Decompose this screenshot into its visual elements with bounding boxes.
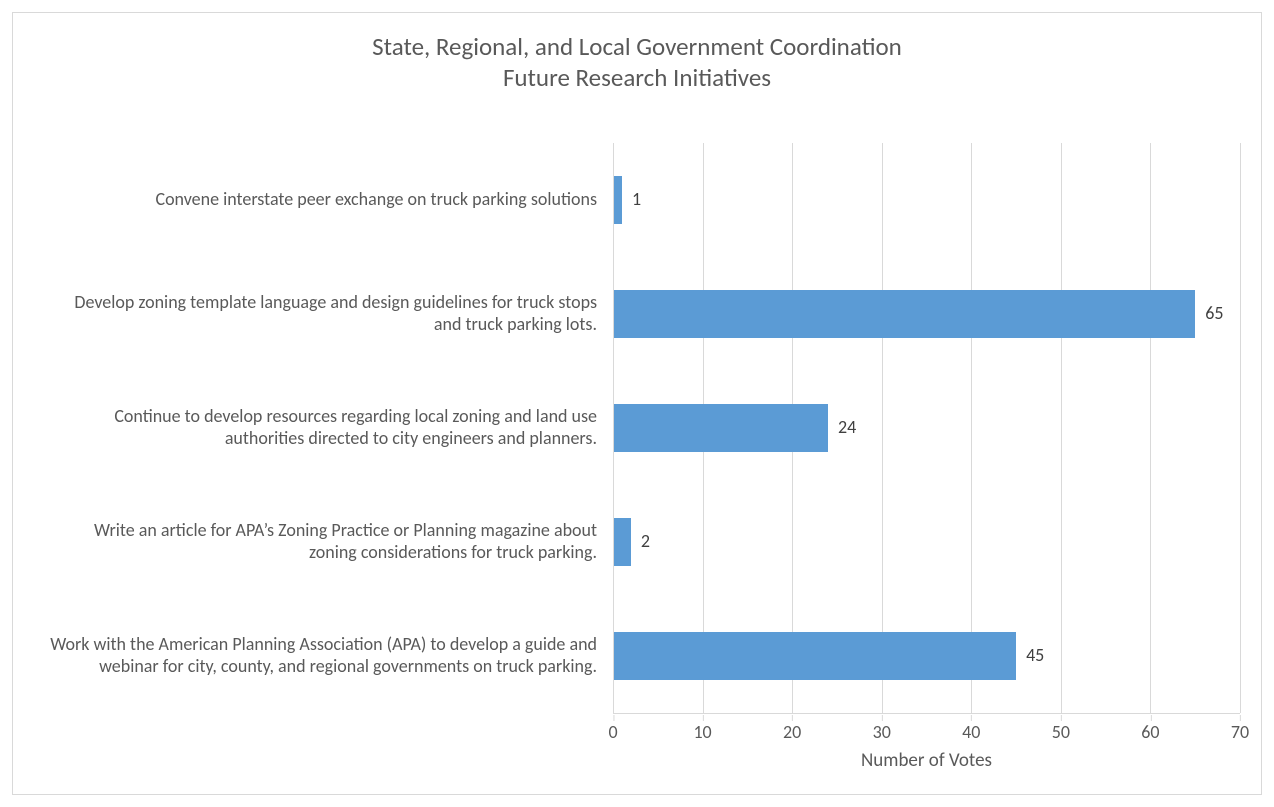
- x-axis-tick-mark: [703, 715, 704, 721]
- chart-title: State, Regional, and Local Government Co…: [13, 31, 1261, 94]
- x-axis-title: Number of Votes: [613, 749, 1240, 772]
- x-axis-tick-label: 10: [693, 721, 711, 743]
- y-axis-category-label: Continue to develop resources regarding …: [45, 371, 597, 485]
- x-axis-tick-mark: [971, 715, 972, 721]
- x-axis-tick-mark: [882, 715, 883, 721]
- y-axis-category-label: Work with the American Planning Associat…: [45, 599, 597, 713]
- bar: [613, 632, 1016, 680]
- bar: [613, 290, 1195, 338]
- x-axis-tick-label: 20: [783, 721, 801, 743]
- bar-slot: 45: [613, 599, 1240, 713]
- bar-slot: 1: [613, 143, 1240, 257]
- x-axis-tick-mark: [1150, 715, 1151, 721]
- x-axis-tick-label: 30: [873, 721, 891, 743]
- x-axis-tick-mark: [613, 715, 614, 721]
- bar: [613, 518, 631, 566]
- x-axis-tick-label: 50: [1052, 721, 1070, 743]
- chart-title-line1: State, Regional, and Local Government Co…: [13, 31, 1261, 62]
- x-axis-tick-label: 60: [1141, 721, 1159, 743]
- bar-slot: 65: [613, 257, 1240, 371]
- gridline: [1240, 143, 1241, 713]
- bar-slot: 24: [613, 371, 1240, 485]
- x-axis-tick-mark: [1061, 715, 1062, 721]
- x-axis-tick-mark: [792, 715, 793, 721]
- bar: [613, 176, 622, 224]
- plot-area: Convene interstate peer exchange on truc…: [45, 143, 1240, 713]
- x-axis: 010203040506070: [613, 715, 1240, 745]
- y-axis-labels: Convene interstate peer exchange on truc…: [45, 143, 613, 713]
- chart-title-line2: Future Research Initiatives: [13, 62, 1261, 93]
- x-axis-tick-label: 70: [1231, 721, 1249, 743]
- bar-value-label: 65: [1205, 302, 1223, 324]
- x-axis-tick-label: 40: [962, 721, 980, 743]
- bar-value-label: 2: [641, 530, 650, 552]
- bars-area: 1 65 24 2 45: [613, 143, 1240, 713]
- y-axis-category-label: Develop zoning template language and des…: [45, 257, 597, 371]
- bar-slot: 2: [613, 485, 1240, 599]
- bar-value-label: 1: [632, 188, 641, 210]
- bar-value-label: 45: [1026, 644, 1044, 666]
- chart-container: State, Regional, and Local Government Co…: [12, 12, 1262, 795]
- x-axis-tick-label: 0: [608, 721, 617, 743]
- x-axis-tick-mark: [1240, 715, 1241, 721]
- y-axis-category-label: Write an article for APA’s Zoning Practi…: [45, 485, 597, 599]
- bar: [613, 404, 828, 452]
- bar-value-label: 24: [838, 416, 856, 438]
- y-axis-line: [613, 143, 614, 713]
- x-axis-baseline: [613, 713, 1240, 714]
- y-axis-category-label: Convene interstate peer exchange on truc…: [45, 143, 597, 257]
